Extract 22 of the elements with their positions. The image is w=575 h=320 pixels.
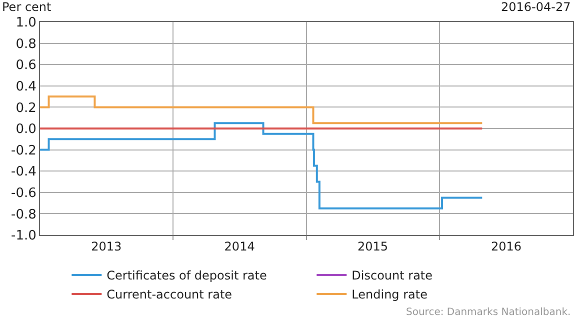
y-tick-label: -0.4 [11,164,36,180]
y-tick-label: -1.0 [11,228,36,244]
x-tick-label: 2015 [357,239,388,254]
legend-label: Current-account rate [106,288,232,302]
y-tick-label: 0.0 [16,122,36,138]
x-tick-label: 2013 [91,239,122,254]
y-axis-title: Per cent [2,0,52,14]
y-tick-label: 0.8 [16,36,36,52]
x-tick-label: 2016 [490,239,522,254]
y-tick-label: 0.2 [16,100,36,116]
chart-subtitle: 2016-04-27 [501,0,571,14]
source-note: Source: Danmarks Nationalbank. [406,307,571,318]
y-tick-label: -0.8 [11,207,36,222]
y-tick-label: 1.0 [16,16,36,31]
legend-label: Discount rate [352,268,433,283]
y-tick-label: -0.2 [11,143,36,158]
y-tick-label: -0.6 [11,186,36,201]
y-tick-label: 0.6 [16,58,36,74]
legend-label: Certificates of deposit rate [106,268,267,283]
legend-label: Lending rate [352,288,428,302]
x-tick-label: 2014 [224,239,255,254]
y-tick-label: 0.4 [16,79,36,94]
